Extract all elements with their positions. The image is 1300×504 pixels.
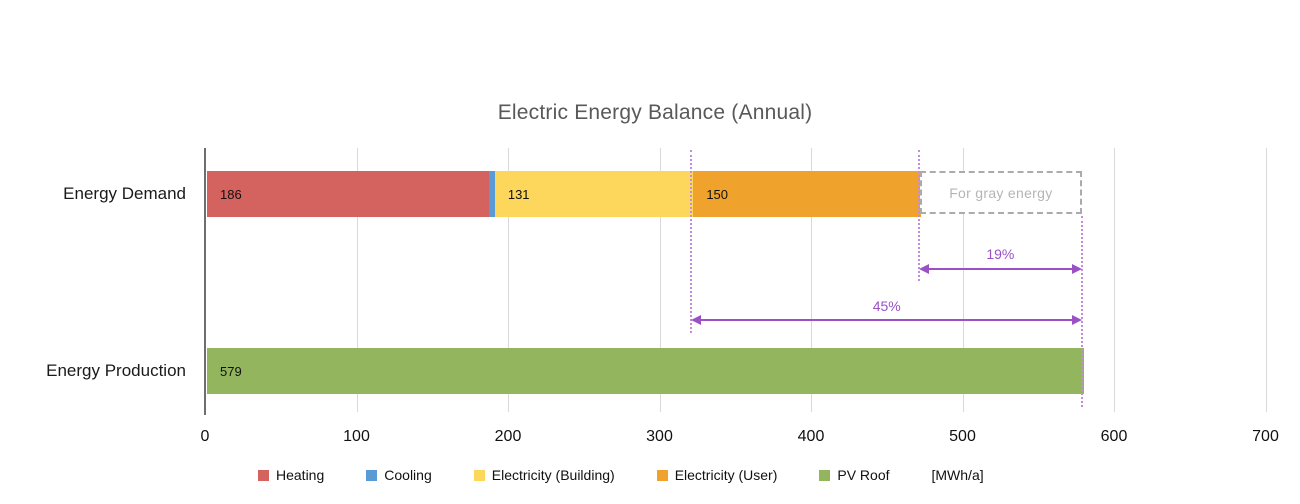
legend-label: PV Roof [837, 467, 890, 483]
legend-label: Electricity (Building) [491, 467, 615, 483]
x-tick-label: 300 [646, 428, 673, 445]
arrow-head-left [691, 315, 702, 325]
gridline-700 [1265, 148, 1267, 412]
bar-segment-electricity-building- [494, 171, 694, 217]
gridline-300 [659, 148, 661, 412]
legend-swatch-icon [473, 469, 485, 481]
span-arrow-line [926, 268, 1075, 270]
span-arrow-line [699, 319, 1075, 321]
legend-swatch-icon [656, 469, 668, 481]
x-tick-label: 200 [494, 428, 522, 445]
guide-line-321 [690, 150, 693, 333]
legend: Heating Cooling Electricity (Building) Elec… [258, 467, 984, 483]
gridline-500 [962, 148, 964, 412]
legend-swatch-icon [258, 469, 269, 481]
gray-energy-ghost-box: For gray energy [919, 171, 1083, 214]
category-label: Energy Production [46, 361, 186, 380]
legend-label: Electricity (User) [674, 467, 778, 483]
legend-swatch-icon [366, 469, 378, 481]
guide-line-471 [917, 150, 920, 281]
x-tick-label: 0 [200, 428, 210, 445]
bar-segment-cooling [488, 171, 495, 217]
legend-label: Cooling [384, 467, 432, 483]
x-tick-label: 700 [1252, 428, 1279, 445]
bar-value-label: 186 [220, 187, 242, 202]
bar-segment-electricity-user- [693, 171, 921, 217]
gridline-600 [1114, 148, 1115, 412]
arrow-head-right [1072, 315, 1083, 325]
chart-title: Electric Energy Balance (Annual) [497, 101, 813, 124]
legend-item-cooling: Cooling [366, 467, 432, 483]
arrow-head-right [1072, 264, 1083, 274]
x-tick-label: 100 [343, 428, 370, 445]
legend-label: Heating [276, 467, 325, 483]
x-tick-label: 400 [797, 428, 825, 445]
bar-value-label: 579 [220, 364, 242, 379]
span-arrow-label: 45% [872, 298, 901, 314]
legend-item-mwh-a: [MWh/a] [932, 467, 984, 483]
legend-label: [MWh/a] [931, 467, 984, 483]
gridline-200 [508, 148, 509, 412]
bar-segment-pv-roof [207, 348, 1085, 394]
legend-swatch-icon [819, 469, 831, 481]
category-label: Energy Demand [63, 184, 186, 203]
gridline-400 [811, 148, 812, 412]
legend-item-electricity-user: Electricity (User) [656, 467, 778, 483]
x-tick-label: 500 [949, 428, 976, 445]
guide-line-579 [1081, 216, 1084, 407]
bar-segment-heating [207, 171, 489, 217]
legend-item-heating: Heating [258, 467, 324, 483]
y-axis-line [204, 148, 206, 415]
span-arrow-label: 19% [986, 246, 1015, 262]
arrow-head-left [918, 264, 929, 274]
bar-value-label: 150 [706, 187, 729, 202]
bar-value-label: 131 [507, 187, 530, 202]
legend-item-electricity-building: Electricity (Building) [473, 467, 615, 483]
legend-item-pv-roof: PV Roof [819, 467, 890, 483]
x-tick-label: 600 [1100, 428, 1128, 445]
gridline-100 [356, 148, 358, 412]
